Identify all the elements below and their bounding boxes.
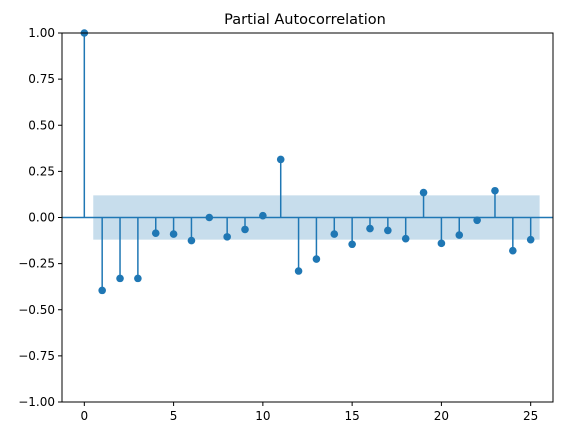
y-tick-label: −1.00	[18, 395, 55, 409]
chart-title: Partial Autocorrelation	[224, 12, 386, 28]
marker-lag-2	[116, 274, 124, 283]
y-tick-label: 0.75	[28, 72, 55, 86]
marker-lag-7	[205, 213, 214, 222]
y-tick-label: −0.75	[18, 349, 55, 363]
marker-lag-9	[241, 225, 249, 234]
marker-lag-19	[419, 188, 428, 197]
marker-lag-25	[526, 235, 535, 244]
y-axis-ticks: −1.00 −0.75 −0.50 −0.25 0.00 0.25 0.50 0.75 1.00	[18, 26, 62, 409]
marker-lag-12	[294, 267, 303, 275]
marker-lag-18	[401, 234, 410, 243]
x-tick-label: 10	[255, 409, 270, 423]
x-tick-label: 5	[170, 409, 178, 423]
marker-lag-24	[509, 246, 517, 255]
marker-lag-5	[169, 230, 178, 238]
x-tick-label: 25	[523, 409, 538, 423]
marker-lag-20	[437, 239, 446, 248]
y-tick-label: −0.50	[18, 303, 55, 317]
y-tick-label: 1.00	[28, 26, 55, 40]
marker-lag-15	[348, 240, 356, 249]
y-tick-label: −0.25	[18, 257, 55, 271]
marker-lag-1	[98, 286, 106, 295]
marker-lag-4	[151, 229, 160, 237]
marker-lag-10	[259, 211, 267, 220]
y-tick-label: 0.00	[28, 211, 55, 225]
y-tick-label: 0.25	[28, 164, 55, 178]
marker-lag-14	[330, 230, 339, 238]
marker-lag-8	[223, 233, 231, 241]
marker-lag-11	[276, 155, 285, 164]
y-tick-label: 0.50	[28, 118, 55, 132]
marker-lag-22	[473, 216, 481, 225]
x-tick-label: 20	[434, 409, 449, 423]
markers-layer	[80, 29, 535, 295]
x-tick-label: 15	[344, 409, 359, 423]
x-tick-label: 0	[80, 409, 88, 423]
marker-lag-13	[312, 255, 321, 263]
marker-lag-23	[491, 186, 499, 195]
marker-lag-6	[187, 236, 196, 245]
marker-lag-21	[455, 231, 464, 239]
marker-lag-17	[384, 226, 392, 235]
stems-layer	[83, 33, 532, 291]
x-axis-ticks: 0 5 10 15 20 25	[80, 402, 538, 423]
marker-lag-16	[366, 224, 374, 233]
marker-lag-3	[134, 274, 142, 283]
